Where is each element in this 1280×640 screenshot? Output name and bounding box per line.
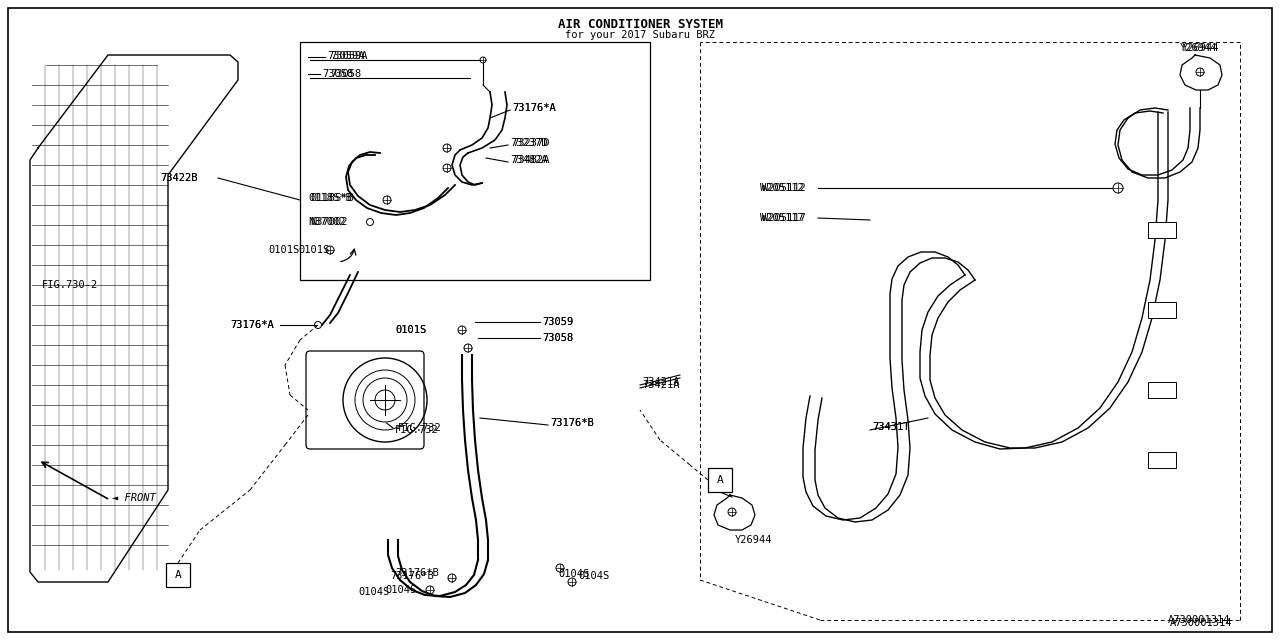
Bar [1148, 302, 1176, 318]
Text: Y26944: Y26944 [735, 535, 773, 545]
Text: 73176*B: 73176*B [390, 571, 434, 581]
Text: 73431T: 73431T [872, 422, 910, 432]
Text: 73482A: 73482A [509, 155, 548, 165]
Text: W205117: W205117 [760, 213, 804, 223]
Text: FIG.732: FIG.732 [398, 423, 442, 433]
Text: 73421A: 73421A [643, 380, 680, 390]
Text: for your 2017 Subaru BRZ: for your 2017 Subaru BRZ [564, 30, 716, 40]
Text: 73176*B: 73176*B [550, 418, 594, 428]
Text: 0101S: 0101S [298, 245, 329, 255]
Circle shape [366, 218, 374, 225]
Text: 73482A: 73482A [512, 155, 549, 165]
Text: FIG.732: FIG.732 [396, 425, 439, 435]
Text: 73421A: 73421A [643, 377, 680, 387]
Text: 0101S: 0101S [396, 325, 426, 335]
Text: A730001314: A730001314 [1167, 615, 1230, 625]
Bar [166, 563, 189, 587]
Text: 73176*B: 73176*B [550, 418, 594, 428]
Text: 73058: 73058 [330, 69, 361, 79]
Text: 0104S: 0104S [558, 569, 589, 579]
Text: 0104S: 0104S [358, 587, 390, 597]
Circle shape [364, 378, 407, 422]
Text: A: A [717, 475, 723, 485]
Text: 73059A: 73059A [330, 51, 367, 61]
Text: 73176*A: 73176*A [230, 320, 274, 330]
Text: 73422B: 73422B [160, 173, 197, 183]
Text: 0104S: 0104S [579, 571, 609, 581]
Text: N37002: N37002 [308, 217, 346, 227]
Text: Y26944: Y26944 [1181, 43, 1220, 53]
Text: 73176*A: 73176*A [512, 103, 556, 113]
Text: AIR CONDITIONER SYSTEM: AIR CONDITIONER SYSTEM [558, 18, 722, 31]
Text: 73176*B: 73176*B [396, 568, 439, 578]
Text: W205112: W205112 [760, 183, 804, 193]
Text: 0101S: 0101S [269, 245, 300, 255]
Text: 73059: 73059 [541, 317, 573, 327]
Text: FIG.730-2: FIG.730-2 [42, 280, 99, 290]
Text: 73059: 73059 [541, 317, 573, 327]
Bar [1148, 382, 1176, 398]
Text: 73422B: 73422B [160, 173, 197, 183]
Text: A: A [174, 570, 182, 580]
Text: 73058: 73058 [323, 69, 353, 79]
Circle shape [315, 321, 321, 328]
Text: 73237D: 73237D [509, 138, 548, 148]
Text: 73176*A: 73176*A [512, 103, 556, 113]
Text: N37002: N37002 [310, 217, 347, 227]
Text: 73431T: 73431T [872, 422, 910, 432]
Text: 73237D: 73237D [512, 138, 549, 148]
Text: A730001314: A730001314 [1170, 618, 1231, 628]
Bar [1148, 222, 1176, 238]
Text: 73176*A: 73176*A [230, 320, 274, 330]
Text: ◄ FRONT: ◄ FRONT [113, 493, 156, 503]
Text: Y26944: Y26944 [1180, 43, 1217, 53]
Bar [1148, 452, 1176, 468]
Text: W205112: W205112 [762, 183, 805, 193]
FancyBboxPatch shape [306, 351, 424, 449]
Text: 0104S: 0104S [385, 585, 416, 595]
Text: 0118S*B: 0118S*B [310, 193, 353, 203]
Bar [300, 42, 650, 280]
Text: 73059A: 73059A [326, 51, 365, 61]
Bar [708, 468, 732, 492]
Text: 0101S: 0101S [396, 325, 426, 335]
Text: 0118S*B: 0118S*B [308, 193, 352, 203]
Text: 73058: 73058 [541, 333, 573, 343]
Text: W205117: W205117 [762, 213, 805, 223]
Text: 73058: 73058 [541, 333, 573, 343]
